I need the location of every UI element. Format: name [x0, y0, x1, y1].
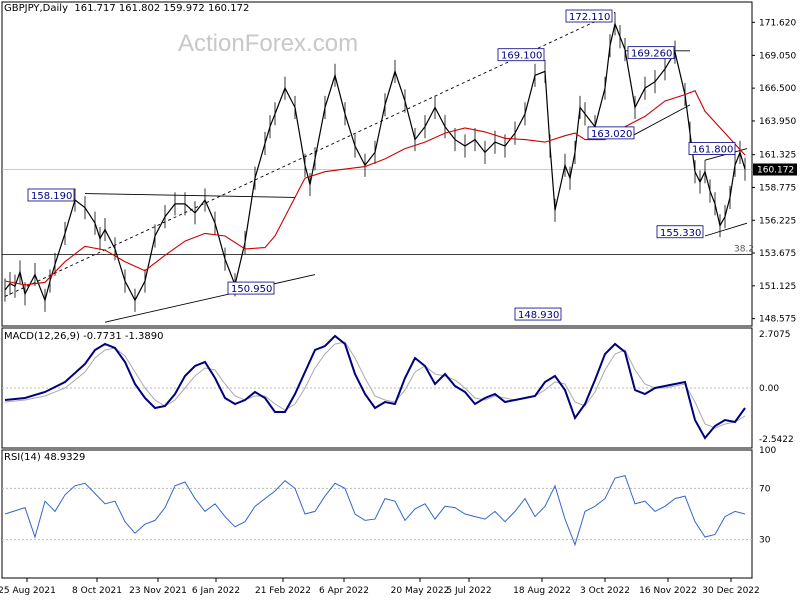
- level-box: [656, 225, 704, 239]
- price-tick-label: 161.325: [759, 151, 796, 161]
- level-label: 148.930: [518, 310, 559, 321]
- current-price-box: [753, 163, 797, 176]
- level-box: [587, 126, 635, 140]
- level-label: 150.950: [231, 284, 272, 295]
- level-label: 163.020: [591, 129, 632, 140]
- level-box: [627, 46, 675, 60]
- x-tick-label: 18 Aug 2022: [513, 586, 571, 596]
- x-tick-label: 23 Nov 2021: [129, 586, 187, 596]
- fib-level-label: 38.2: [734, 245, 754, 255]
- x-tick-label: 30 Dec 2022: [702, 586, 760, 596]
- rsi-pane: [4, 475, 746, 547]
- macd-tick-label: -2.5422: [759, 435, 794, 445]
- range-top-line: [84, 193, 296, 198]
- x-tick-label: 5 Jul 2022: [446, 586, 491, 596]
- short-support-line: [704, 222, 748, 237]
- price-line: [4, 21, 746, 303]
- price-header: GBPJPY,Daily 161.717 161.802 159.972 160…: [4, 3, 249, 14]
- range-bottom-line: [104, 274, 316, 323]
- macd-tick-label: 0.00: [759, 384, 779, 394]
- level-box: [688, 142, 736, 155]
- neckline: [629, 104, 691, 138]
- level-box: [565, 9, 613, 23]
- grid-lines: [2, 169, 752, 541]
- x-tick-label: 8 Oct 2021: [72, 586, 122, 596]
- price-tick-label: 169.050: [759, 51, 796, 61]
- level-labels: 38.2 158.190 150.950 148.930 169.100 172.110 1…: [27, 9, 754, 321]
- x-tick-label: 3 Oct 2022: [580, 586, 630, 596]
- rsi-tick-label: 100: [759, 446, 776, 456]
- x-tick-label: 16 Nov 2022: [639, 586, 697, 596]
- price-frame: [1, 1, 753, 327]
- level-box: [497, 48, 545, 62]
- rsi-tick-label: 70: [759, 484, 771, 494]
- macd-line: [4, 334, 746, 440]
- level-label: 155.330: [660, 228, 701, 239]
- macd-pane: [4, 334, 746, 440]
- level-box: [227, 281, 275, 295]
- level-box: [514, 307, 562, 321]
- current-price-label: 160.172: [757, 166, 794, 176]
- price-tick-label: 171.620: [759, 18, 796, 28]
- rsi-tick-label: 30: [759, 536, 771, 546]
- x-tick-label: 21 Feb 2022: [255, 586, 311, 596]
- x-tick-label: 6 Jan 2022: [192, 586, 240, 596]
- x-tick-label: 20 May 2022: [391, 586, 450, 596]
- level-label: 169.260: [631, 49, 672, 60]
- level-label: 172.110: [569, 12, 610, 23]
- price-tick-label: 158.775: [759, 183, 796, 193]
- rsi-title: RSI(14) 48.9329: [4, 452, 86, 463]
- level-box: [27, 188, 75, 202]
- macd-title: MACD(12,26,9) -0.7731 -1.3890: [4, 331, 164, 342]
- rsi-frame: [1, 449, 753, 579]
- ema-line: [4, 90, 746, 286]
- symbol-label: GBPJPY,Daily: [4, 3, 68, 14]
- price-tick-label: 156.225: [759, 216, 796, 226]
- level-label: 161.800: [692, 145, 733, 156]
- ohlc-label: 161.717 161.802 159.972 160.172: [74, 3, 250, 14]
- price-tick-label: 166.500: [759, 84, 796, 94]
- rsi-line: [4, 475, 746, 547]
- price-tick-label: 148.575: [759, 315, 796, 325]
- watermark: ActionForex.com: [178, 30, 359, 57]
- price-tick-label: 163.950: [759, 117, 796, 127]
- x-tick-label: 6 Apr 2022: [319, 586, 369, 596]
- price-tick-label: 151.125: [759, 282, 796, 292]
- level-label: 158.190: [31, 191, 72, 202]
- price-pane: [4, 12, 746, 312]
- macd-tick-label: 2.7075: [759, 330, 791, 340]
- level-label: 169.100: [501, 51, 542, 62]
- x-tick-label: 25 Aug 2021: [0, 586, 56, 596]
- price-tick-label: 153.675: [759, 249, 796, 259]
- axes: 171.620 169.050 166.500 163.950 161.325 158.7…: [0, 18, 797, 596]
- pane-frames: [1, 1, 753, 579]
